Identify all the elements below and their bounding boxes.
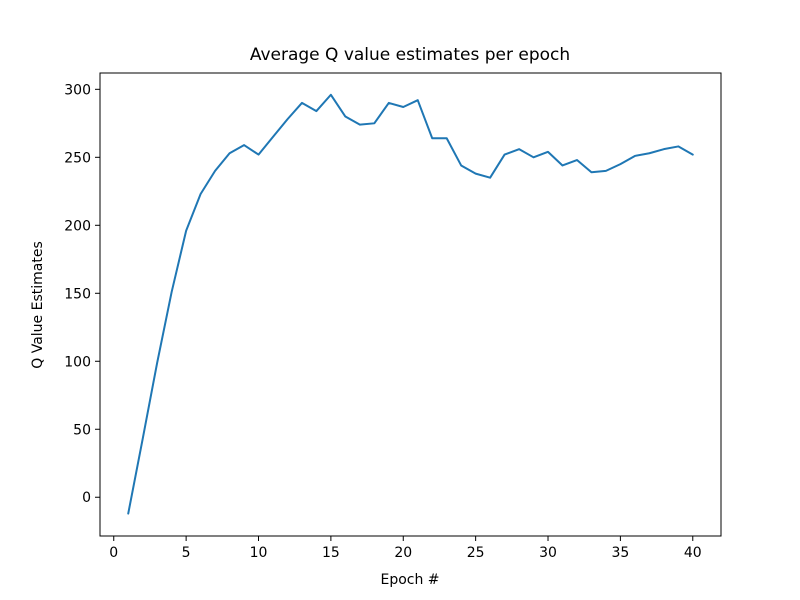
x-tick-label: 40: [684, 545, 702, 561]
y-tick-label: 250: [64, 150, 91, 166]
y-tick-label: 150: [64, 286, 91, 302]
axes-frame: [99, 72, 722, 537]
chart-title: Average Q value estimates per epoch: [250, 45, 570, 65]
x-tick-label: 35: [611, 545, 629, 561]
x-tick-label: 0: [109, 545, 118, 561]
x-tick-label: 20: [394, 545, 412, 561]
y-tick-label: 50: [73, 422, 91, 438]
y-tick-label: 0: [82, 490, 91, 506]
y-tick-label: 100: [64, 354, 91, 370]
x-tick-label: 10: [250, 545, 268, 561]
x-tick-label: 15: [322, 545, 340, 561]
series-line: [127, 93, 694, 515]
y-axis-label: Q Value Estimates: [30, 241, 46, 369]
y-tick-label: 300: [64, 82, 91, 98]
x-axis-label: Epoch #: [380, 572, 439, 588]
x-tick-label: 25: [467, 545, 485, 561]
plot-area: [127, 93, 694, 515]
x-axis: 0 5 10 15 20 25 30 35 40: [109, 536, 702, 561]
y-axis: 0 50 100 150 200 250 300: [64, 82, 100, 506]
x-tick-label: 30: [539, 545, 557, 561]
y-tick-label: 200: [64, 218, 91, 234]
x-tick-label: 5: [182, 545, 191, 561]
